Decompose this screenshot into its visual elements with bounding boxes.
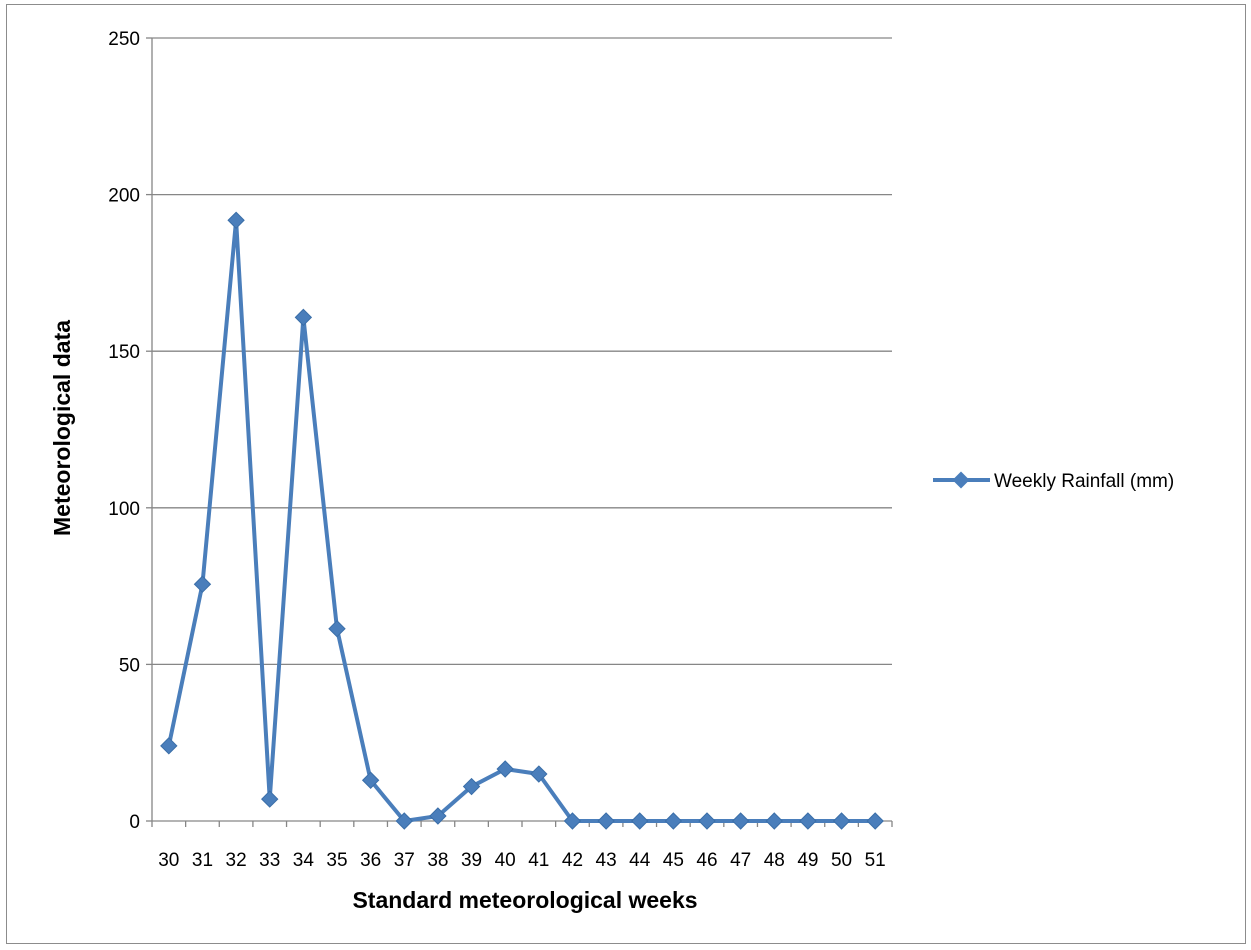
data-point (631, 812, 649, 830)
data-point (261, 790, 279, 808)
data-point (361, 771, 380, 789)
y-tick-label: 100 (108, 499, 140, 520)
data-point (193, 575, 212, 593)
x-tick-label: 33 (259, 850, 280, 871)
y-tick-labels: 0 50 100 150 200 250 (108, 29, 140, 833)
data-point (294, 308, 313, 327)
data-point (731, 812, 750, 830)
gridlines (152, 37, 892, 666)
x-tick-label: 31 (192, 850, 213, 871)
y-axis-title: Meteorological data (49, 320, 75, 536)
x-tick-label: 34 (293, 850, 315, 871)
data-point (496, 760, 514, 778)
data-point (462, 777, 481, 796)
data-point (799, 812, 817, 830)
data-point (530, 765, 548, 783)
x-tick-label: 37 (394, 850, 415, 871)
x-tick-label: 36 (360, 850, 381, 871)
legend: Weekly Rainfall (mm) (933, 471, 1174, 492)
data-point (395, 812, 413, 830)
x-tick-label: 35 (326, 850, 347, 871)
legend-label: Weekly Rainfall (mm) (994, 471, 1174, 492)
data-point (832, 812, 851, 830)
x-tick-label: 41 (528, 850, 549, 871)
x-tick-label: 48 (764, 850, 785, 871)
data-point (698, 812, 716, 830)
x-axis-title: Standard meteorological weeks (352, 887, 697, 913)
y-tick-label: 50 (119, 655, 140, 676)
y-tick-label: 250 (108, 29, 140, 50)
data-point (227, 211, 245, 229)
x-tick-label: 46 (696, 850, 717, 871)
data-point (597, 812, 615, 830)
x-tick-label: 49 (797, 850, 818, 871)
x-tick-label: 47 (730, 850, 751, 871)
x-tick-label: 38 (427, 850, 448, 871)
data-point (160, 737, 178, 755)
x-tick-label: 42 (562, 850, 583, 871)
x-tick-label: 44 (629, 850, 651, 871)
x-tick-label: 40 (495, 850, 516, 871)
x-tick-label: 32 (226, 850, 247, 871)
data-point (563, 812, 582, 830)
y-tick-label: 0 (129, 812, 140, 833)
data-point (765, 812, 783, 830)
legend-marker-swatch (952, 471, 970, 489)
y-tick-label: 200 (108, 186, 140, 207)
y-tick-label: 150 (108, 342, 140, 363)
data-point (429, 807, 447, 825)
x-tick-label: 30 (158, 850, 179, 871)
x-tick-label: 43 (596, 850, 617, 871)
data-point (328, 619, 346, 638)
x-tick-label: 51 (865, 850, 886, 871)
data-point (664, 812, 683, 830)
x-tick-labels: 30 31 32 33 34 35 36 37 38 39 40 41 42 43 44 45 46 47 48 49… (158, 850, 886, 871)
x-tick-label: 50 (831, 850, 852, 871)
axes (146, 37, 893, 827)
series-line (166, 218, 878, 823)
series-layer (160, 211, 884, 830)
x-tick-label: 39 (461, 850, 482, 871)
data-point (866, 812, 884, 830)
x-tick-label: 45 (663, 850, 684, 871)
